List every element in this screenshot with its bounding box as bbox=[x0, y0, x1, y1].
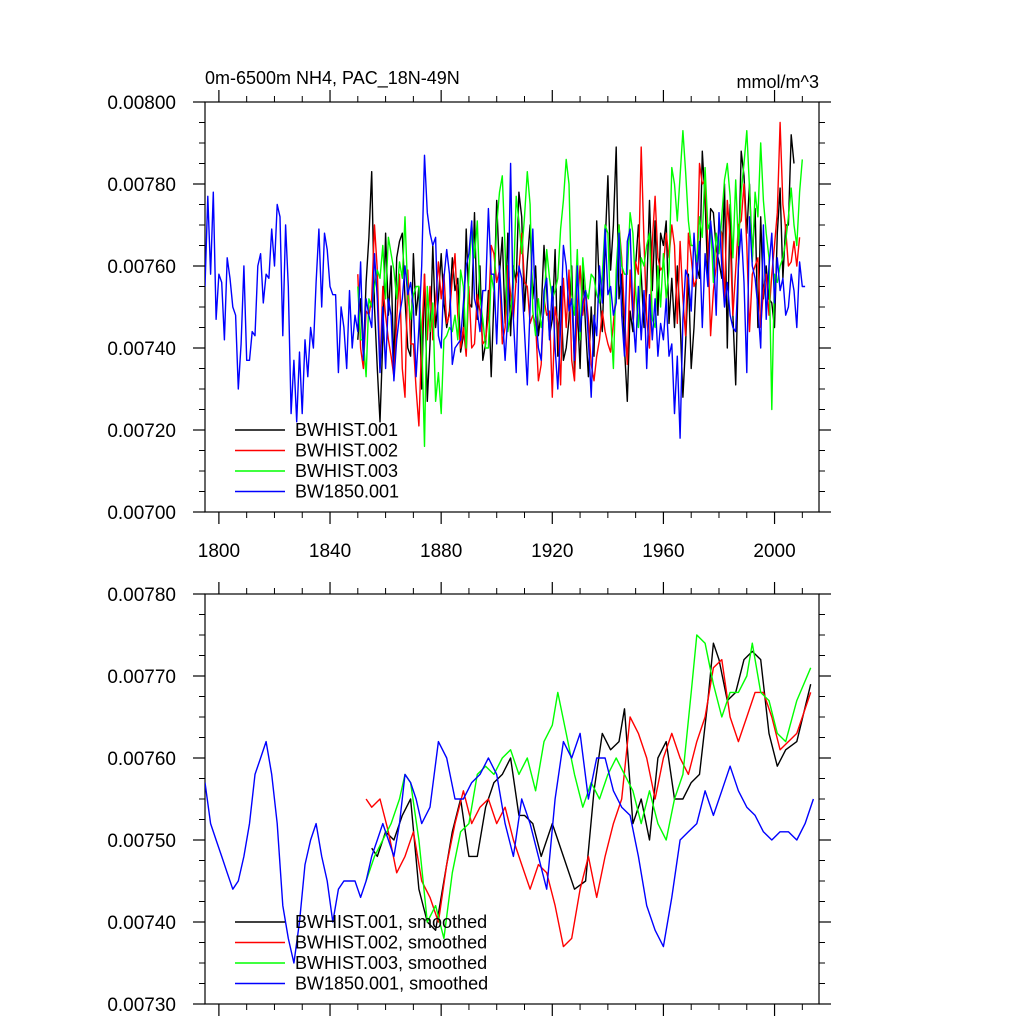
legend-label: BWHIST.003, smoothed bbox=[295, 953, 487, 973]
y-tick-label: 0.00700 bbox=[107, 503, 176, 524]
y-tick-label: 0.00780 bbox=[107, 585, 176, 606]
series-line-0 bbox=[371, 642, 812, 931]
series-line-2 bbox=[357, 130, 803, 448]
series-line-2 bbox=[365, 634, 812, 940]
series-line-1 bbox=[365, 658, 812, 948]
x-tick-label: 1920 bbox=[531, 541, 573, 562]
x-tick-label: 1960 bbox=[642, 541, 684, 562]
legend-label: BW1850.001 bbox=[295, 482, 399, 502]
x-tick-label: 1800 bbox=[198, 541, 240, 562]
legend-label: BWHIST.002 bbox=[295, 441, 398, 461]
top-panel: 0.00700 0.00720 0.00740 0.00760 0.00780 0.008… bbox=[107, 68, 831, 562]
legend-label: BWHIST.003 bbox=[295, 461, 398, 481]
legend-label: BWHIST.001, smoothed bbox=[295, 912, 487, 932]
x-tick-label: 1840 bbox=[309, 541, 351, 562]
y-tick-label: 0.00800 bbox=[107, 93, 176, 114]
y-tick-label: 0.00760 bbox=[107, 257, 176, 278]
y-tick-label: 0.00760 bbox=[107, 749, 176, 770]
x-tick-label: 2000 bbox=[753, 541, 795, 562]
legend-label: BWHIST.001 bbox=[295, 420, 398, 440]
legend-label: BWHIST.002, smoothed bbox=[295, 933, 487, 953]
y-tick-label: 0.00780 bbox=[107, 175, 176, 196]
y-tick-label: 0.00770 bbox=[107, 667, 176, 688]
y-tick-label: 0.00750 bbox=[107, 831, 176, 852]
series-line-3 bbox=[205, 154, 806, 439]
x-tick-label: 1880 bbox=[420, 541, 462, 562]
units-label: mmol/m^3 bbox=[737, 72, 819, 92]
legend-label: BW1850.001, smoothed bbox=[295, 974, 488, 994]
series-line-3 bbox=[205, 732, 815, 964]
y-tick-label: 0.00740 bbox=[107, 913, 176, 934]
y-tick-label: 0.00730 bbox=[107, 995, 176, 1016]
chart-title: 0m-6500m NH4, PAC_18N-49N bbox=[205, 68, 460, 89]
bottom-panel: 0.00730 0.00740 0.00750 0.00760 0.00770 0.007… bbox=[107, 582, 831, 1016]
y-tick-label: 0.00740 bbox=[107, 339, 176, 360]
y-tick-label: 0.00720 bbox=[107, 421, 176, 442]
